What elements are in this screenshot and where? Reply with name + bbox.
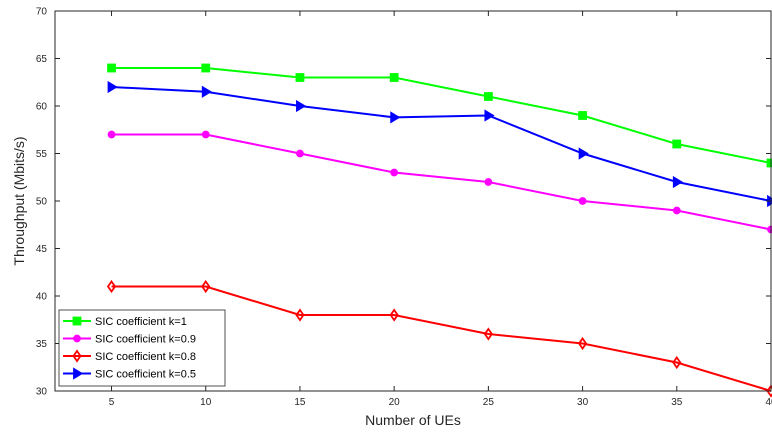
legend-marker [73,334,81,343]
data-point [578,111,587,120]
y-tick-label: 40 [36,292,48,303]
data-point [295,308,305,322]
data-point [672,206,681,215]
series-line [111,285,772,392]
x-tick-label: 20 [389,397,401,408]
x-tick-label: 35 [671,397,683,408]
legend-entry: SIC coefficient k=0.8 [63,349,196,363]
legend-marker [72,316,82,326]
legend-label: SIC coefficient k=0.9 [95,334,196,346]
data-point [389,308,399,322]
y-tick-label: 55 [36,149,48,160]
x-tick-label: 15 [294,397,306,408]
y-tick-label: 45 [36,244,48,255]
y-tick-label: 70 [36,7,48,18]
data-point [766,384,772,398]
legend-entry: SIC coefficient k=0.5 [63,367,196,381]
x-tick-label: 25 [483,397,495,408]
legend-label: SIC coefficient k=0.8 [95,351,196,363]
data-point [201,130,210,139]
legend-marker [72,349,82,363]
y-tick-label: 50 [36,197,48,208]
legend-entry: SIC coefficient k=1 [63,316,187,328]
series-1 [107,63,772,168]
series-line [111,133,772,231]
legend-label: SIC coefficient k=0.5 [95,369,196,381]
legend-entry: SIC coefficient k=0.9 [63,334,196,346]
data-point [483,327,493,341]
data-point [201,85,212,98]
legend-marker [73,367,84,380]
data-point [483,92,493,101]
series-3 [106,279,772,398]
x-axis-label: Number of UEs [365,412,461,428]
data-point [107,80,118,94]
data-point [578,197,587,205]
data-point [672,139,682,149]
y-tick-label: 30 [36,387,48,398]
legend: SIC coefficient k=1 SIC coefficient k=0.9… [58,309,226,387]
y-tick-label: 65 [36,54,48,65]
data-point [672,175,684,189]
data-point [296,149,304,158]
y-axis-label: Throughput (Mbits/s) [11,136,27,265]
y-tick-label: 35 [36,339,48,350]
x-tick-label: 40 [765,397,772,408]
data-point [672,355,682,370]
data-point [107,63,116,73]
axes-layer: 5 10 15 20 25 30 35 40 30 35 40 45 50 55 60 65 70 [36,7,772,409]
series-4 [107,80,772,208]
data-point [107,130,116,139]
series-layer [106,63,772,398]
y-tick-label: 60 [36,102,48,113]
data-point [201,63,211,73]
data-point [484,178,493,186]
legend-label: SIC coefficient k=1 [95,316,187,328]
data-point [390,111,401,124]
data-point [578,147,589,160]
data-point [201,279,211,294]
series-line [111,67,772,164]
data-point [484,109,495,122]
data-point [295,73,305,82]
x-tick-label: 10 [200,397,212,408]
series-2 [107,130,772,234]
data-point [106,279,117,294]
data-point [390,168,399,177]
data-point [389,73,399,82]
series-line [111,86,772,202]
data-point [577,336,588,351]
x-tick-label: 5 [109,397,115,408]
x-tick-label: 30 [577,397,589,408]
data-point [296,99,307,113]
